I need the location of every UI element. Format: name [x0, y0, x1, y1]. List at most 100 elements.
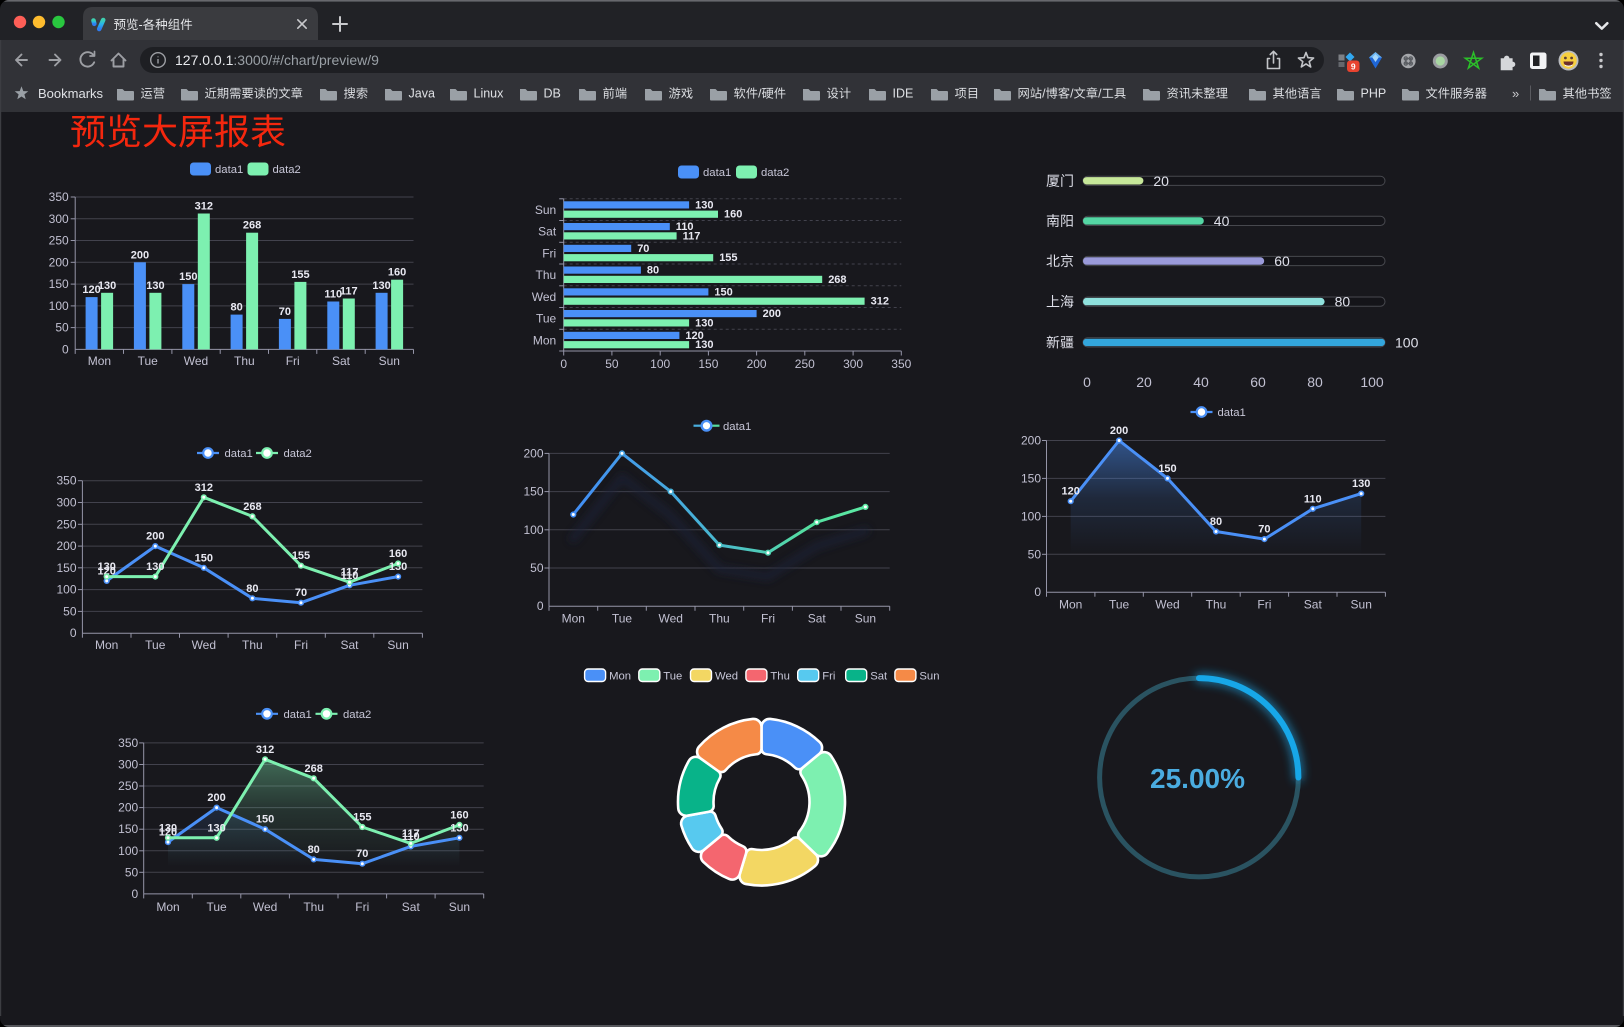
svg-text:80: 80: [647, 265, 659, 277]
svg-text:268: 268: [305, 763, 323, 775]
svg-text:40: 40: [1214, 213, 1230, 229]
svg-text:130: 130: [207, 822, 225, 834]
svg-text:70: 70: [1258, 524, 1270, 536]
svg-text:117: 117: [341, 567, 359, 579]
svg-text:150: 150: [698, 357, 718, 371]
svg-text:150: 150: [195, 552, 213, 564]
svg-text:/: /: [1098, 87, 1102, 101]
svg-text:117: 117: [402, 828, 420, 840]
svg-text:Sun: Sun: [919, 671, 939, 683]
svg-text:20: 20: [1136, 374, 1152, 390]
svg-text:150: 150: [1021, 471, 1041, 485]
svg-text:Sun: Sun: [535, 203, 556, 217]
svg-text:150: 150: [1158, 463, 1176, 475]
svg-text:0: 0: [537, 599, 544, 613]
svg-text:130: 130: [695, 339, 713, 351]
svg-text:80: 80: [1307, 374, 1323, 390]
svg-text:IDE: IDE: [893, 87, 914, 101]
svg-text:80: 80: [1335, 294, 1351, 310]
svg-text:25.00%: 25.00%: [1150, 763, 1245, 794]
svg-text:Fri: Fri: [761, 612, 775, 626]
svg-text:120: 120: [98, 565, 116, 577]
svg-text:Mon: Mon: [95, 638, 118, 652]
svg-text:Wed: Wed: [192, 638, 216, 652]
svg-text:Fri: Fri: [355, 900, 369, 914]
svg-text:150: 150: [56, 561, 76, 575]
svg-text:50: 50: [605, 357, 619, 371]
svg-text:200: 200: [1021, 434, 1041, 448]
svg-text:Wed: Wed: [532, 290, 556, 304]
svg-text:117: 117: [340, 286, 358, 298]
svg-text:80: 80: [1210, 516, 1222, 528]
svg-text:160: 160: [450, 809, 468, 821]
svg-text:Thu: Thu: [303, 900, 324, 914]
svg-text:data2: data2: [343, 709, 371, 721]
svg-text:data1: data1: [703, 167, 731, 179]
svg-text:»: »: [1512, 86, 1519, 101]
svg-text:350: 350: [56, 474, 76, 488]
svg-text:160: 160: [724, 209, 742, 221]
svg-text:350: 350: [891, 357, 911, 371]
svg-text:Mon: Mon: [1059, 598, 1082, 612]
svg-text:120: 120: [1062, 486, 1080, 498]
svg-text:100: 100: [650, 357, 670, 371]
svg-text:-: -: [139, 18, 143, 32]
svg-text:Wed: Wed: [253, 900, 277, 914]
svg-text:130: 130: [695, 199, 713, 211]
svg-text:100: 100: [1360, 374, 1384, 390]
svg-text:300: 300: [56, 496, 76, 510]
svg-text:120: 120: [82, 284, 100, 296]
svg-text:Mon: Mon: [156, 900, 179, 914]
svg-text:150: 150: [118, 822, 138, 836]
svg-text:155: 155: [291, 269, 309, 281]
svg-text:Sun: Sun: [449, 900, 470, 914]
svg-text:50: 50: [125, 865, 139, 879]
svg-text:50: 50: [55, 321, 69, 335]
svg-text:Tue: Tue: [663, 671, 682, 683]
svg-text:130: 130: [98, 561, 116, 573]
svg-text:130: 130: [389, 561, 407, 573]
svg-text:100: 100: [118, 844, 138, 858]
svg-text:Wed: Wed: [1155, 598, 1179, 612]
svg-text:350: 350: [118, 736, 138, 750]
svg-text:Bookmarks: Bookmarks: [38, 86, 104, 101]
svg-text:80: 80: [246, 583, 258, 595]
svg-text:120: 120: [159, 827, 177, 839]
svg-text:117: 117: [683, 230, 701, 242]
svg-text:Sun: Sun: [387, 638, 408, 652]
svg-text:data1: data1: [284, 709, 312, 721]
svg-text:50: 50: [530, 561, 544, 575]
svg-text:120: 120: [685, 330, 703, 342]
svg-text:200: 200: [1110, 425, 1128, 437]
svg-text:130: 130: [98, 280, 116, 292]
svg-text:130: 130: [146, 280, 164, 292]
svg-text:80: 80: [308, 844, 320, 856]
svg-text:100: 100: [1395, 334, 1419, 350]
svg-text:250: 250: [56, 517, 76, 531]
svg-text:130: 130: [372, 280, 390, 292]
svg-text:268: 268: [243, 501, 261, 513]
svg-text:data2: data2: [761, 167, 789, 179]
svg-text:Sun: Sun: [855, 612, 876, 626]
svg-text:DB: DB: [544, 87, 561, 101]
svg-text:Mon: Mon: [88, 354, 111, 368]
svg-text:200: 200: [131, 249, 149, 261]
svg-text:200: 200: [747, 357, 767, 371]
svg-text:Wed: Wed: [184, 354, 208, 368]
svg-text:130: 130: [159, 822, 177, 834]
svg-text:100: 100: [1021, 509, 1041, 523]
svg-text:Tue: Tue: [145, 638, 166, 652]
svg-text:150: 150: [714, 286, 732, 298]
svg-text:150: 150: [179, 271, 197, 283]
svg-text:Sun: Sun: [1351, 598, 1372, 612]
svg-text:/: /: [758, 87, 762, 101]
svg-text:0: 0: [1083, 374, 1091, 390]
svg-text:200: 200: [118, 801, 138, 815]
svg-text:200: 200: [56, 539, 76, 553]
svg-text:Thu: Thu: [242, 638, 263, 652]
svg-text:155: 155: [719, 252, 737, 264]
svg-text:/: /: [1070, 87, 1074, 101]
svg-text:Java: Java: [409, 87, 435, 101]
svg-text:110: 110: [1304, 493, 1322, 505]
svg-text:150: 150: [49, 277, 69, 291]
